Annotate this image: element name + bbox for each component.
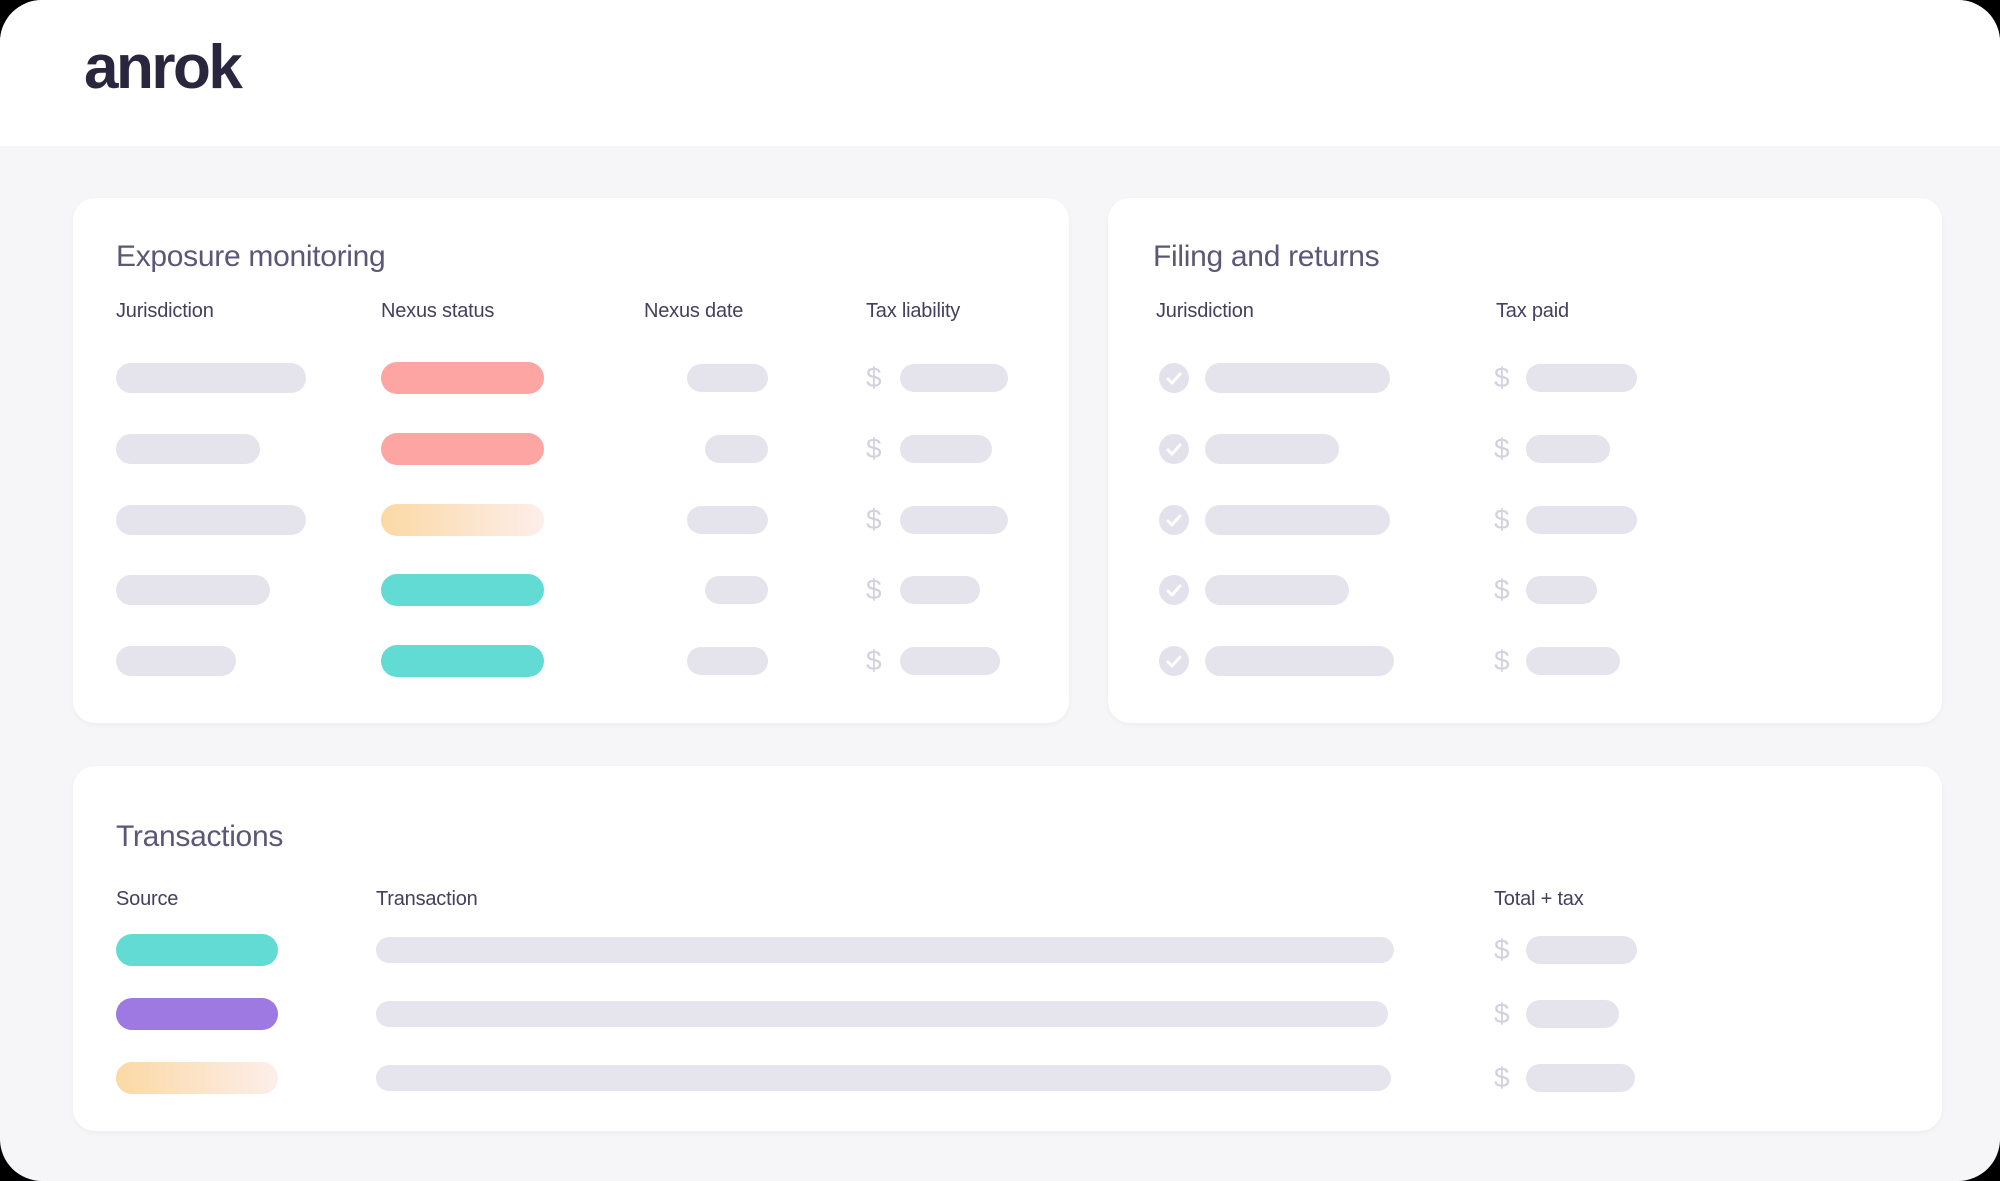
tax-paid-pill: [1526, 576, 1597, 604]
filing-card-title: Filing and returns: [1153, 240, 1380, 273]
dollar-sign: $: [866, 433, 882, 464]
column-header-total-tax: Total + tax: [1494, 888, 1584, 910]
source-pill: [116, 934, 278, 966]
dollar-sign: $: [866, 645, 882, 676]
top-header: anrok: [0, 0, 2000, 146]
nexus-status-pill: [381, 433, 544, 465]
column-header-nexus-date: Nexus date: [644, 300, 744, 322]
check-icon: [1159, 434, 1189, 464]
exposure-card-title: Exposure monitoring: [116, 240, 386, 273]
column-header-source: Source: [116, 888, 179, 910]
dollar-sign: $: [866, 504, 882, 535]
exposure-rows: $ $ $ $ $: [73, 198, 1069, 723]
nexus-status-pill: [381, 645, 544, 677]
tax-paid-pill: [1526, 435, 1610, 463]
nexus-date-pill: [687, 506, 768, 534]
transaction-bar: [376, 937, 1394, 963]
jurisdiction-pill: [116, 434, 260, 464]
dollar-sign: $: [1494, 433, 1510, 464]
dollar-sign: $: [1494, 1062, 1510, 1093]
jurisdiction-pill: [116, 505, 306, 535]
transaction-bar: [376, 1065, 1391, 1091]
nexus-date-pill: [687, 647, 768, 675]
dollar-sign: $: [866, 574, 882, 605]
jurisdiction-pill: [1205, 575, 1349, 605]
column-header-nexus-status: Nexus status: [381, 300, 495, 322]
column-header-jurisdiction: Jurisdiction: [116, 300, 214, 322]
column-header-transaction: Transaction: [376, 888, 478, 910]
check-icon: [1159, 505, 1189, 535]
tax-liability-pill: [900, 647, 1000, 675]
source-pill: [116, 998, 278, 1030]
check-icon: [1159, 575, 1189, 605]
tax-paid-pill: [1526, 647, 1620, 675]
column-header-jurisdiction: Jurisdiction: [1156, 300, 1254, 322]
transactions-card-title: Transactions: [116, 820, 284, 853]
dollar-sign: $: [1494, 645, 1510, 676]
tax-liability-pill: [900, 506, 1008, 534]
dollar-sign: $: [1494, 362, 1510, 393]
jurisdiction-pill: [1205, 646, 1394, 676]
column-header-tax-liability: Tax liability: [866, 300, 961, 322]
jurisdiction-pill: [1205, 363, 1390, 393]
anrok-logo: anrok: [84, 33, 243, 102]
nexus-status-pill: [381, 504, 544, 536]
jurisdiction-pill: [116, 575, 270, 605]
nexus-status-pill: [381, 362, 544, 394]
nexus-date-pill: [687, 364, 768, 392]
tax-paid-pill: [1526, 506, 1637, 534]
check-icon: [1159, 363, 1189, 393]
filing-rows: $ $ $ $ $: [1108, 198, 1942, 723]
transaction-bar: [376, 1001, 1388, 1027]
tax-liability-pill: [900, 435, 992, 463]
dollar-sign: $: [1494, 998, 1510, 1029]
nexus-status-pill: [381, 574, 544, 606]
nexus-date-pill: [705, 435, 768, 463]
nexus-date-pill: [705, 576, 768, 604]
transactions-card: Transactions Source Transaction Total + …: [73, 766, 1942, 1131]
jurisdiction-pill: [1205, 434, 1339, 464]
dollar-sign: $: [1494, 934, 1510, 965]
tax-liability-pill: [900, 364, 1008, 392]
jurisdiction-pill: [116, 363, 306, 393]
transactions-rows: $ $ $: [73, 766, 1942, 1131]
jurisdiction-pill: [1205, 505, 1390, 535]
dollar-sign: $: [866, 362, 882, 393]
tax-liability-pill: [900, 576, 980, 604]
check-icon: [1159, 646, 1189, 676]
filing-and-returns-card: Filing and returns Jurisdiction Tax paid…: [1108, 198, 1942, 723]
dollar-sign: $: [1494, 504, 1510, 535]
jurisdiction-pill: [116, 646, 236, 676]
exposure-monitoring-card: Exposure monitoring Jurisdiction Nexus s…: [73, 198, 1069, 723]
source-pill: [116, 1062, 278, 1094]
tax-paid-pill: [1526, 364, 1637, 392]
total-tax-pill: [1526, 936, 1637, 964]
total-tax-pill: [1526, 1000, 1619, 1028]
total-tax-pill: [1526, 1064, 1635, 1092]
dollar-sign: $: [1494, 574, 1510, 605]
column-header-tax-paid: Tax paid: [1496, 300, 1569, 322]
